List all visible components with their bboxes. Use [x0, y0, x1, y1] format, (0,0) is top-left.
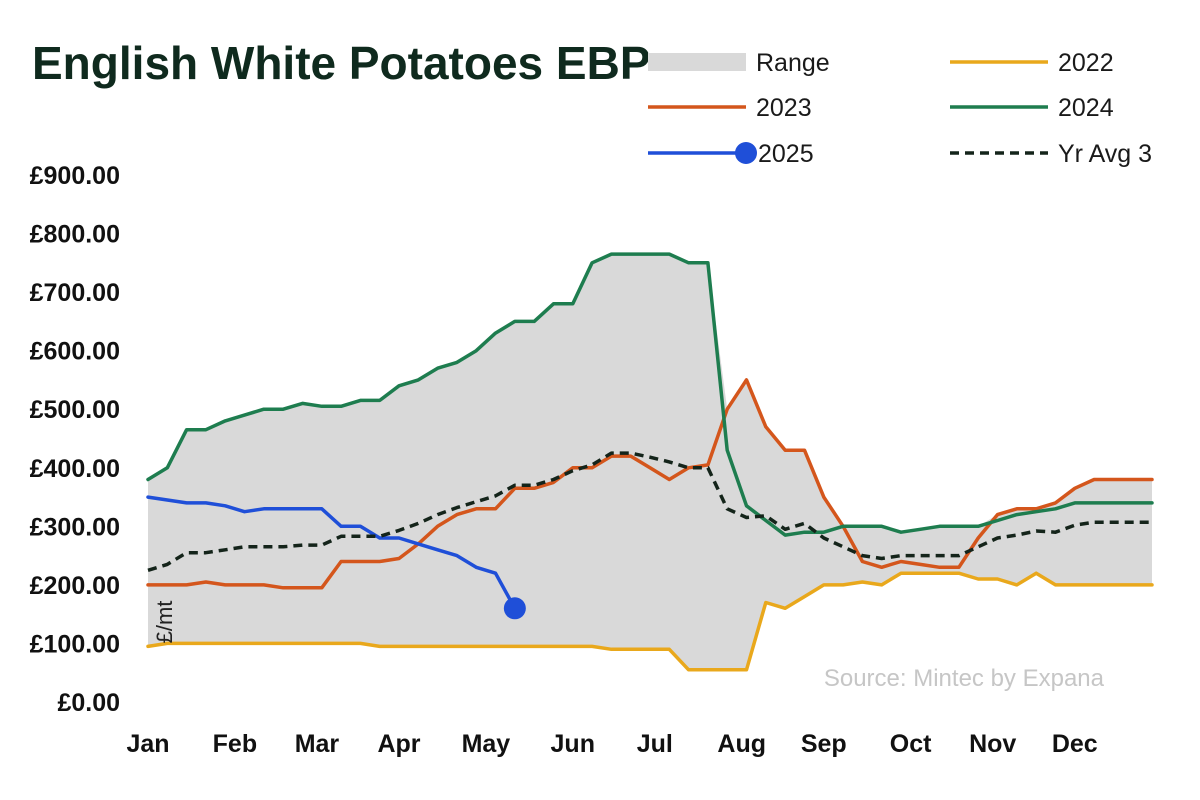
- series-line-2023: [146, 378, 1154, 590]
- legend-label-2024: 2024: [1058, 94, 1114, 122]
- legend-label-range: Range: [756, 49, 830, 77]
- x-tick-label: May: [462, 730, 511, 758]
- series-line-2025: [146, 495, 517, 611]
- x-tick-label: Mar: [295, 730, 340, 758]
- legend-swatch-range: [648, 53, 746, 71]
- y-tick-label: £100.00: [30, 630, 120, 658]
- y-tick-label: £800.00: [30, 221, 120, 249]
- legend-marker-2025: [735, 142, 757, 164]
- legend: Range 2022 2023 2024 2025 Yr Avg 3: [648, 49, 1152, 168]
- x-tick-label: Jul: [637, 730, 673, 758]
- legend-label-2025: 2025: [758, 140, 814, 168]
- x-tick-label: Jan: [126, 730, 169, 758]
- label-layer: £/mt Source: Mintec by Expana: [152, 601, 1105, 692]
- source-note: Source: Mintec by Expana: [824, 665, 1105, 692]
- x-tick-label: Jun: [551, 730, 595, 758]
- y-tick-label: £700.00: [30, 279, 120, 307]
- chart-title: English White Potatoes EBP: [32, 37, 651, 89]
- axis-layer: £0.00 £100.00 £200.00 £300.00 £400.00 £500.00…: [30, 162, 1098, 758]
- y-tick-label: £500.00: [30, 396, 120, 424]
- range-layer: [148, 254, 1152, 670]
- y-tick-label: £900.00: [30, 162, 120, 190]
- series-line-2024: [146, 252, 1154, 537]
- y-axis-unit-label: £/mt: [152, 601, 177, 644]
- lines-layer: [146, 252, 1154, 672]
- y-tick-label: £200.00: [30, 572, 120, 600]
- y-tick-label: £0.00: [57, 689, 120, 717]
- legend-label-avg3: Yr Avg 3: [1058, 140, 1152, 168]
- x-tick-label: Oct: [890, 730, 932, 758]
- legend-label-2023: 2023: [756, 94, 812, 122]
- x-tick-label: Feb: [213, 730, 257, 758]
- range-band: [148, 254, 1152, 670]
- x-tick-label: Apr: [377, 730, 420, 758]
- x-tick-label: Nov: [969, 730, 1016, 758]
- y-tick-label: £400.00: [30, 455, 120, 483]
- series-line-avg3: [147, 451, 1152, 572]
- x-tick-label: Aug: [717, 730, 766, 758]
- legend-label-2022: 2022: [1058, 49, 1114, 77]
- x-tick-label: Dec: [1052, 730, 1098, 758]
- y-tick-label: £300.00: [30, 513, 120, 541]
- series-line-2022: [146, 571, 1154, 672]
- series-end-marker-2025: [503, 597, 526, 620]
- y-tick-label: £600.00: [30, 338, 120, 366]
- x-tick-label: Sep: [801, 730, 847, 758]
